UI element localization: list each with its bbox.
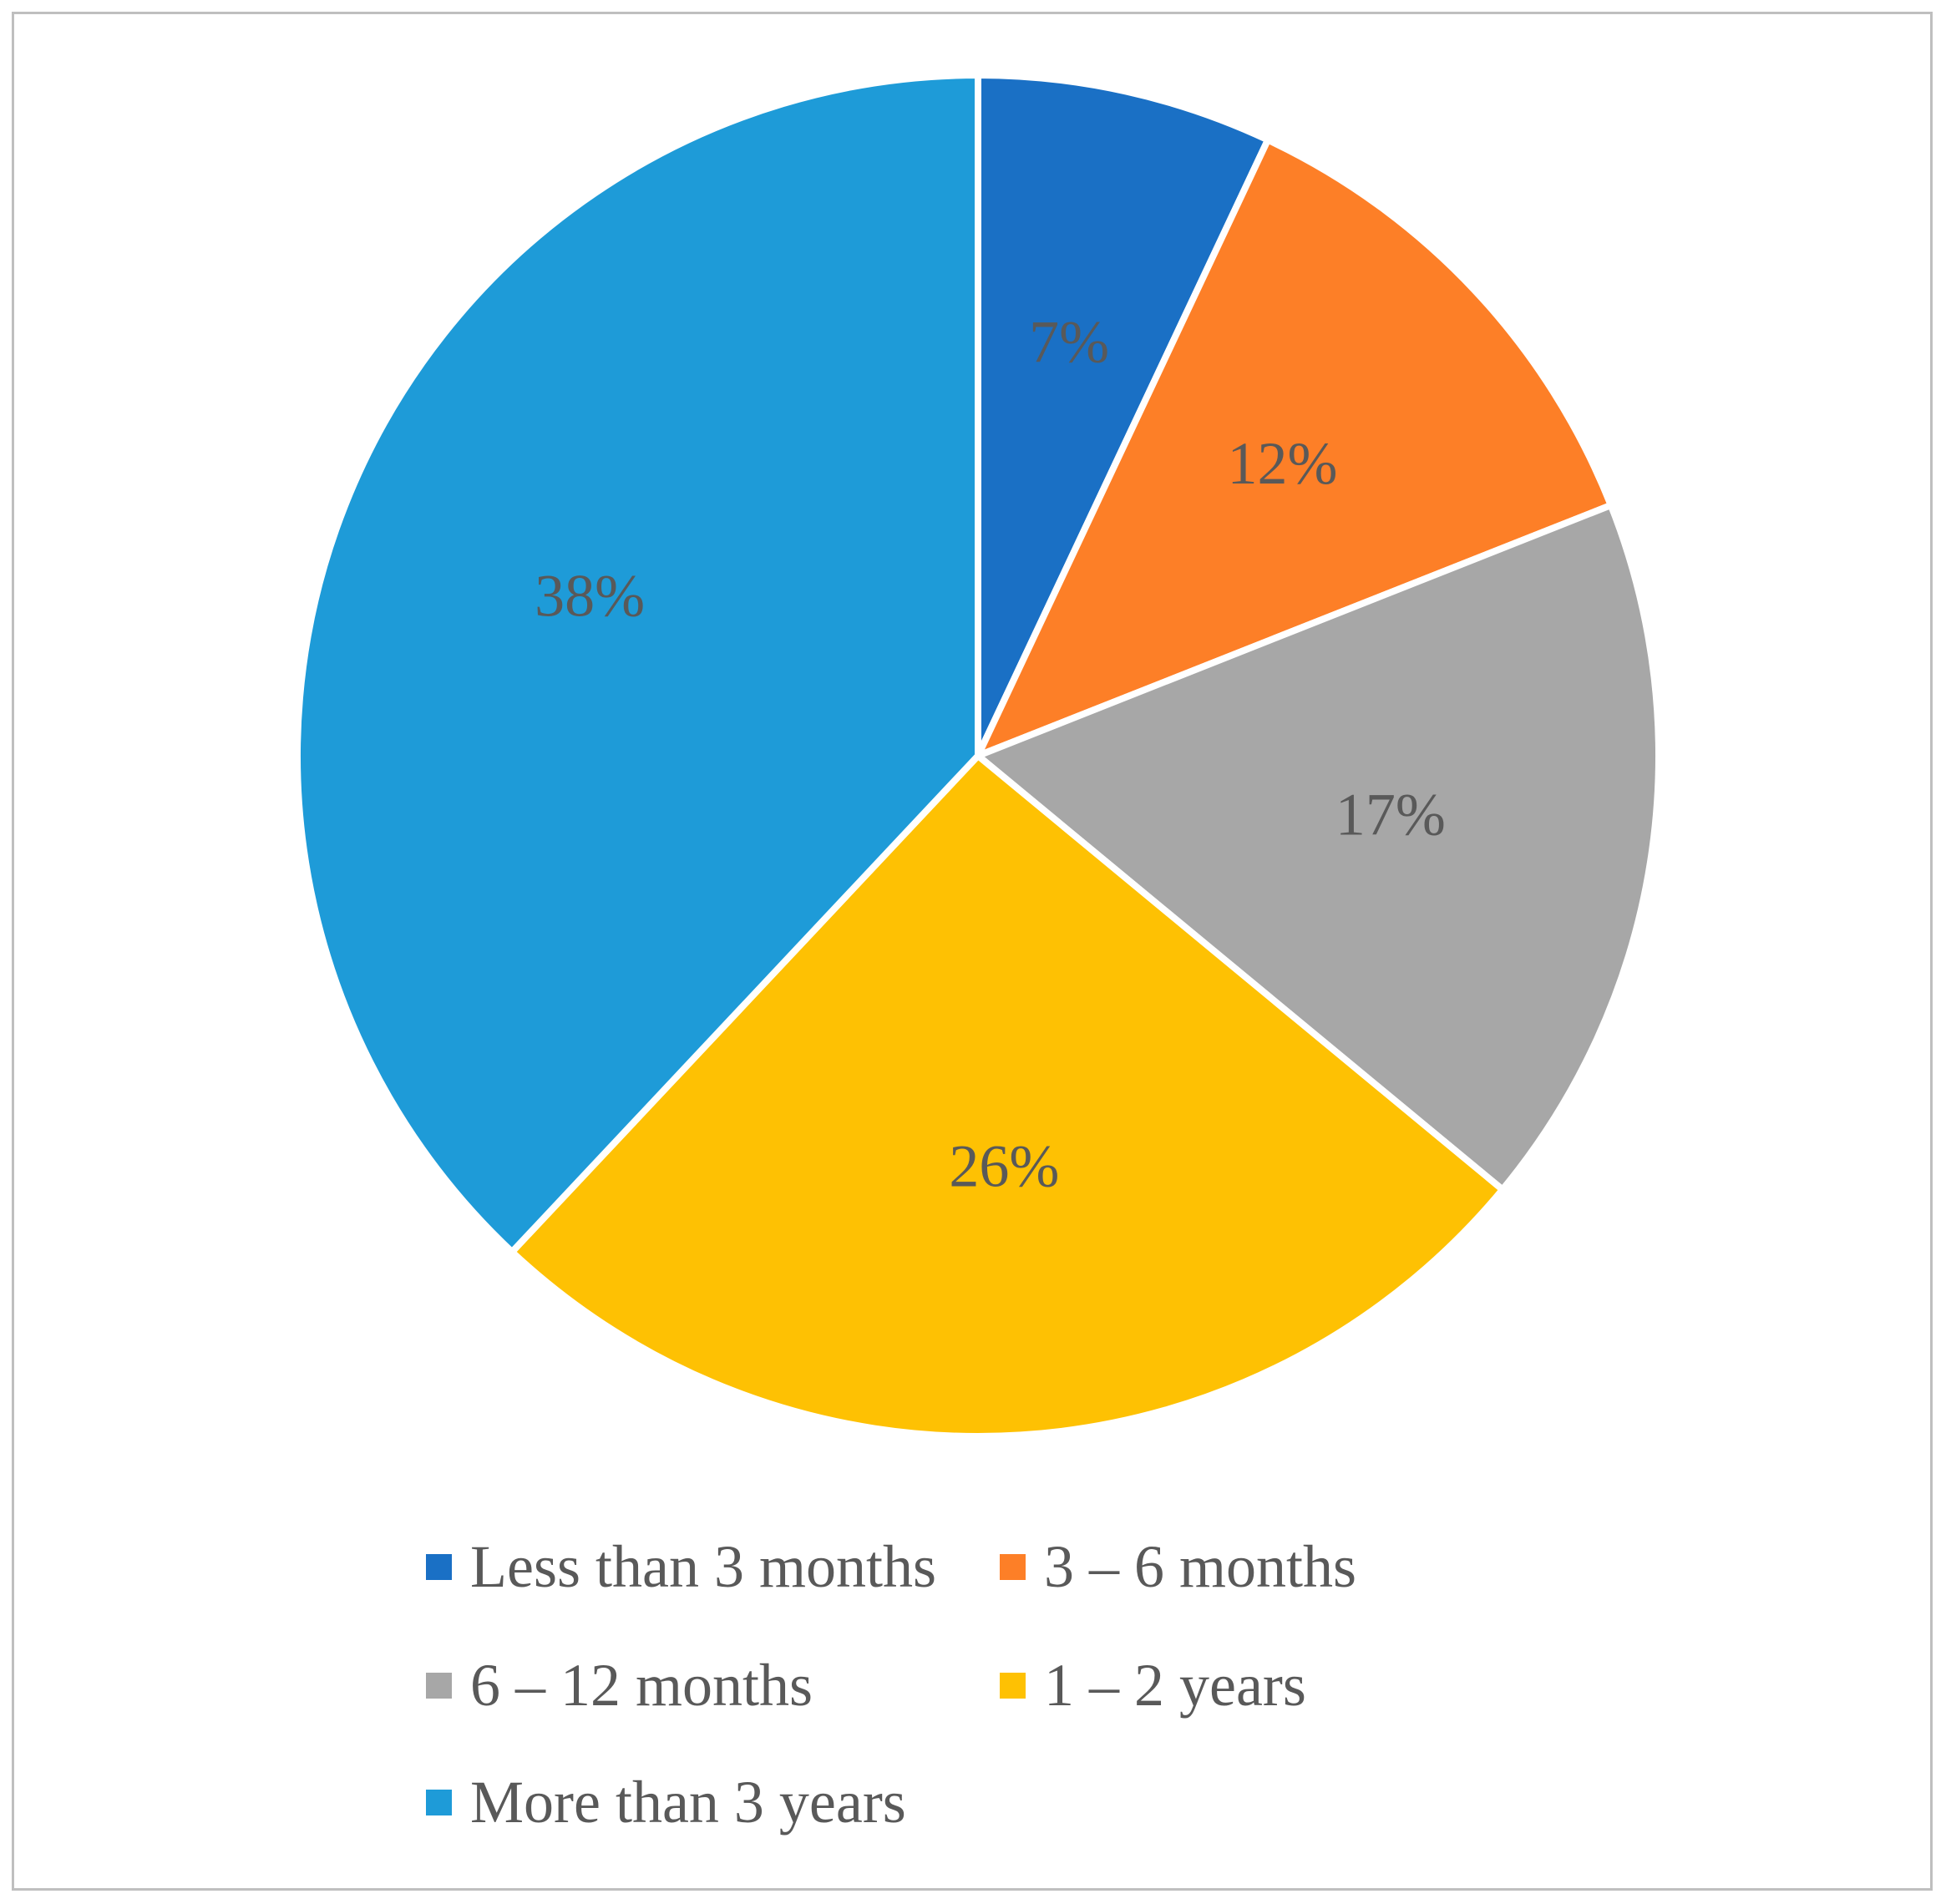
pie-slice-less-than-3-months [975,72,1272,759]
pie-slice-3-6-months [975,136,1614,759]
pie-slice-6-12-months [975,501,1663,1193]
data-label-6-12-months: 17% [1335,782,1446,848]
pie-slices [294,72,1663,1440]
data-label-less-than-3-months: 7% [1029,309,1109,376]
data-label-1-2-years: 26% [949,1133,1059,1200]
pie-slice-1-2-years [509,752,1506,1440]
pie-slice-more-than-3-years [294,72,981,1256]
pie-labels: 7% 12% 17% 26% 38% [535,309,1446,1200]
data-label-3-6-months: 12% [1227,430,1337,497]
data-label-more-than-3-years: 38% [535,562,645,629]
